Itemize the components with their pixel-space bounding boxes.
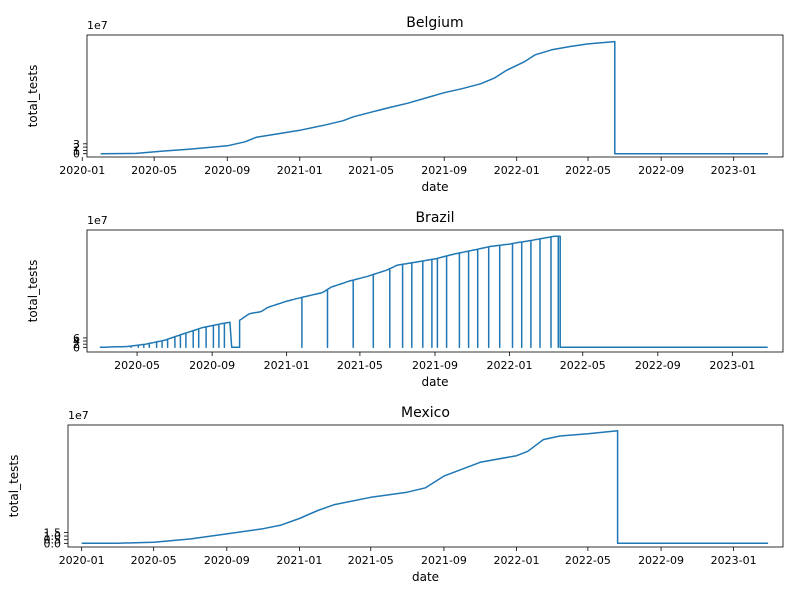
plot-frame xyxy=(86,229,784,353)
y-tick-label: 3 xyxy=(73,138,80,151)
x-tick-label: 2021-09 xyxy=(421,164,467,177)
y-tick-label: 0 xyxy=(73,341,80,354)
y-tick-label: 1.5 xyxy=(44,526,62,539)
y-tick-label: 1 xyxy=(73,144,80,157)
x-tick-label: 2021-01 xyxy=(264,359,310,372)
y-offset-label: 1e7 xyxy=(68,409,89,422)
plot-frame xyxy=(86,34,784,158)
x-tick-label: 2020-09 xyxy=(204,554,250,567)
x-tick-label: 2020-05 xyxy=(131,164,177,177)
plot-title: Brazil xyxy=(415,210,454,226)
x-tick-label: 2021-09 xyxy=(421,554,467,567)
x-tick-label: 2020-01 xyxy=(59,164,105,177)
x-tick-label: 2020-09 xyxy=(204,164,250,177)
y-axis-title: total_tests xyxy=(7,455,21,518)
plot-title: Belgium xyxy=(406,15,463,31)
x-tick-label: 2020-01 xyxy=(59,554,105,567)
x-tick-label: 2022-01 xyxy=(486,359,532,372)
x-tick-label: 2021-01 xyxy=(277,164,323,177)
x-tick-label: 2020-09 xyxy=(189,359,235,372)
y-tick-label: 0.5 xyxy=(44,534,62,547)
y-tick-label: 2 xyxy=(73,141,80,154)
y-axis-title: total_tests xyxy=(26,65,40,128)
x-tick-label: 2023-01 xyxy=(709,359,755,372)
x-tick-label: 2020-05 xyxy=(114,359,160,372)
x-tick-label: 2022-05 xyxy=(565,554,611,567)
y-tick-label: 4 xyxy=(73,335,80,348)
x-tick-label: 2022-09 xyxy=(635,359,681,372)
y-tick-label: 0.0 xyxy=(44,537,62,550)
x-tick-label: 2022-09 xyxy=(638,554,684,567)
x-tick-label: 2021-05 xyxy=(337,359,383,372)
y-tick-label: 1.0 xyxy=(44,530,62,543)
y-tick-label: 0 xyxy=(73,148,80,161)
x-tick-label: 2023-01 xyxy=(711,164,757,177)
plot-title: Mexico xyxy=(401,405,450,421)
x-tick-label: 2022-05 xyxy=(565,164,611,177)
x-axis-title: date xyxy=(421,375,448,389)
x-tick-label: 2021-01 xyxy=(276,554,322,567)
y-offset-label: 1e7 xyxy=(87,19,108,32)
x-tick-label: 2020-05 xyxy=(131,554,177,567)
series-line-mexico xyxy=(81,430,769,545)
series-line-belgium xyxy=(100,40,769,155)
y-offset-label: 1e7 xyxy=(87,214,108,227)
x-tick-label: 2021-05 xyxy=(348,164,394,177)
y-tick-label: 2 xyxy=(73,338,80,351)
x-axis-title: date xyxy=(421,180,448,194)
y-tick-label: 6 xyxy=(73,332,80,345)
x-tick-label: 2023-01 xyxy=(711,554,757,567)
x-tick-label: 2021-05 xyxy=(348,554,394,567)
x-tick-label: 2022-01 xyxy=(494,164,540,177)
series-line-brazil xyxy=(99,235,768,349)
plot-frame xyxy=(67,424,784,548)
x-tick-label: 2021-09 xyxy=(412,359,458,372)
x-tick-label: 2022-09 xyxy=(638,164,684,177)
x-axis-title: date xyxy=(412,570,439,584)
y-axis-title: total_tests xyxy=(26,260,40,323)
x-tick-label: 2022-01 xyxy=(494,554,540,567)
x-tick-label: 2022-05 xyxy=(560,359,606,372)
